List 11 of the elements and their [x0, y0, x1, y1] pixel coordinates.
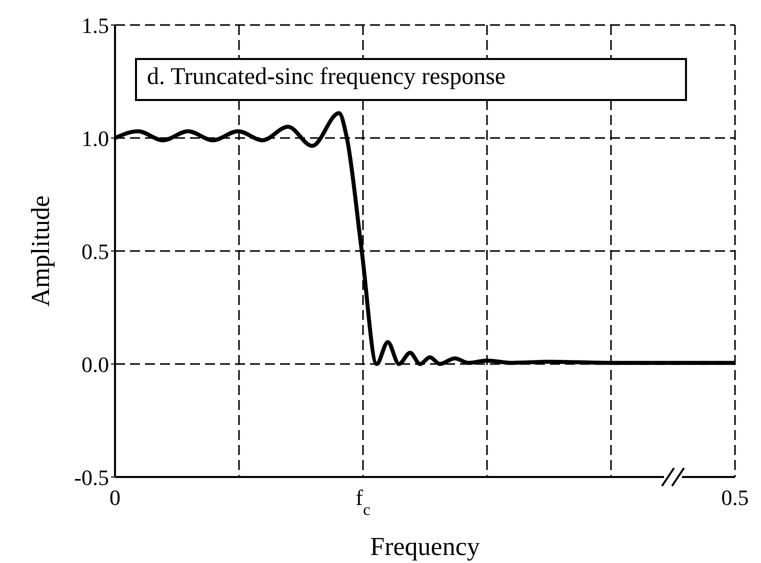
y-axis-title: Amplitude	[26, 195, 56, 307]
y-tick-label: 0.0	[82, 352, 109, 377]
x-tick-label: f$_{c}$	[356, 485, 370, 518]
x-tick-label: 0.5	[721, 485, 749, 510]
y-tick-label: 1.5	[82, 13, 109, 38]
y-tick-label: -0.5	[74, 465, 109, 490]
y-tick-label: 0.5	[82, 239, 109, 264]
text: d. Truncated-sinc frequency response	[146, 63, 507, 92]
x-axis-title: Frequency	[370, 532, 480, 561]
x-tick-label: 0	[110, 485, 120, 510]
y-tick-label: 1.0	[82, 126, 109, 151]
